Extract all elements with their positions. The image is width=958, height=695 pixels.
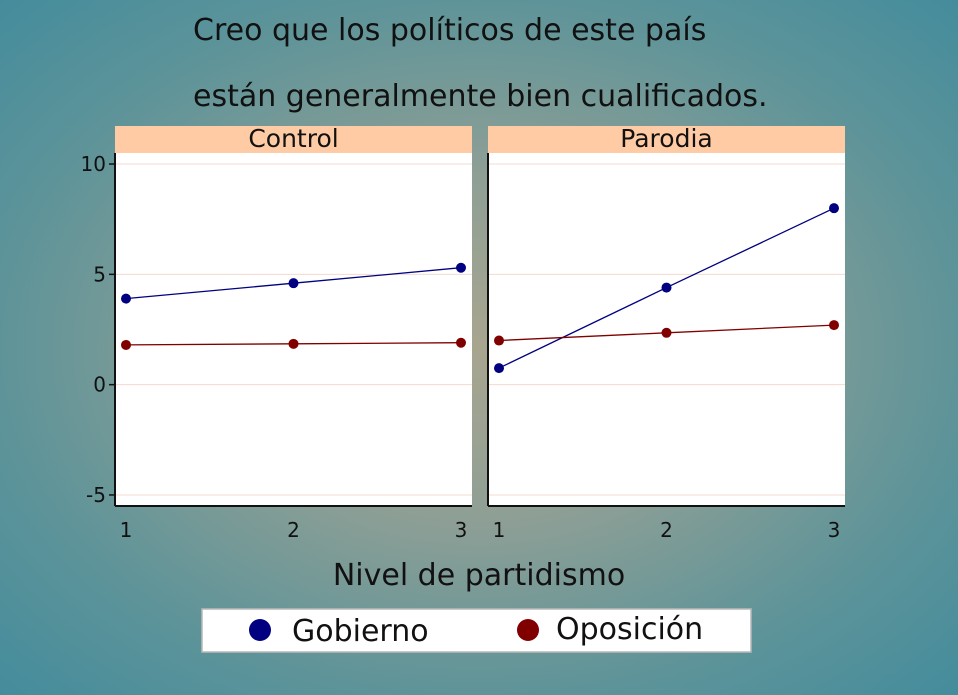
legend-entry: Oposición — [556, 612, 703, 647]
legend-box — [201, 608, 752, 653]
panel-strip-label: Control — [248, 124, 338, 153]
x-tick-label: 1 — [493, 518, 506, 542]
data-point — [829, 203, 839, 214]
legend: Gobierno Oposición — [201, 608, 752, 653]
panel-strip — [115, 126, 472, 153]
panel-0: Control 1 2 3 — [114, 124, 472, 542]
x-axis-label: Nivel de partidismo — [333, 558, 625, 593]
data-point — [456, 337, 466, 348]
data-point — [288, 338, 299, 349]
data-point — [829, 320, 839, 331]
panel-strip — [488, 126, 845, 153]
y-tick-label: 5 — [93, 262, 106, 286]
data-point — [456, 262, 466, 273]
panel-background — [115, 153, 472, 506]
data-point — [494, 335, 504, 346]
y-tick-label: 0 — [93, 373, 106, 397]
x-tick-label: 2 — [660, 518, 673, 542]
panel-strip-label: Parodia — [620, 124, 712, 153]
x-tick-label: 3 — [828, 518, 841, 542]
chart-title-line-2: están generalmente bien cualificados. — [193, 79, 768, 114]
legend-marker — [249, 619, 271, 641]
legend-entry: Gobierno — [292, 614, 429, 649]
y-axis: -5 0 5 10 — [81, 152, 115, 507]
panel-1: Parodia 1 2 3 — [487, 124, 845, 542]
x-tick-label: 2 — [287, 518, 300, 542]
y-tick-label: -5 — [86, 483, 106, 507]
data-point — [121, 293, 131, 304]
data-point — [494, 363, 504, 374]
legend-marker — [517, 619, 539, 641]
data-point — [121, 339, 131, 350]
y-tick-label: 10 — [81, 152, 106, 176]
chart-title-line-1: Creo que los políticos de este país — [193, 13, 706, 48]
data-point — [288, 278, 299, 289]
x-tick-label: 1 — [120, 518, 133, 542]
data-point — [661, 327, 672, 338]
data-point — [661, 282, 672, 293]
panels: Control 1 2 3 Parodia 1 2 3 — [114, 124, 845, 542]
x-tick-label: 3 — [455, 518, 468, 542]
